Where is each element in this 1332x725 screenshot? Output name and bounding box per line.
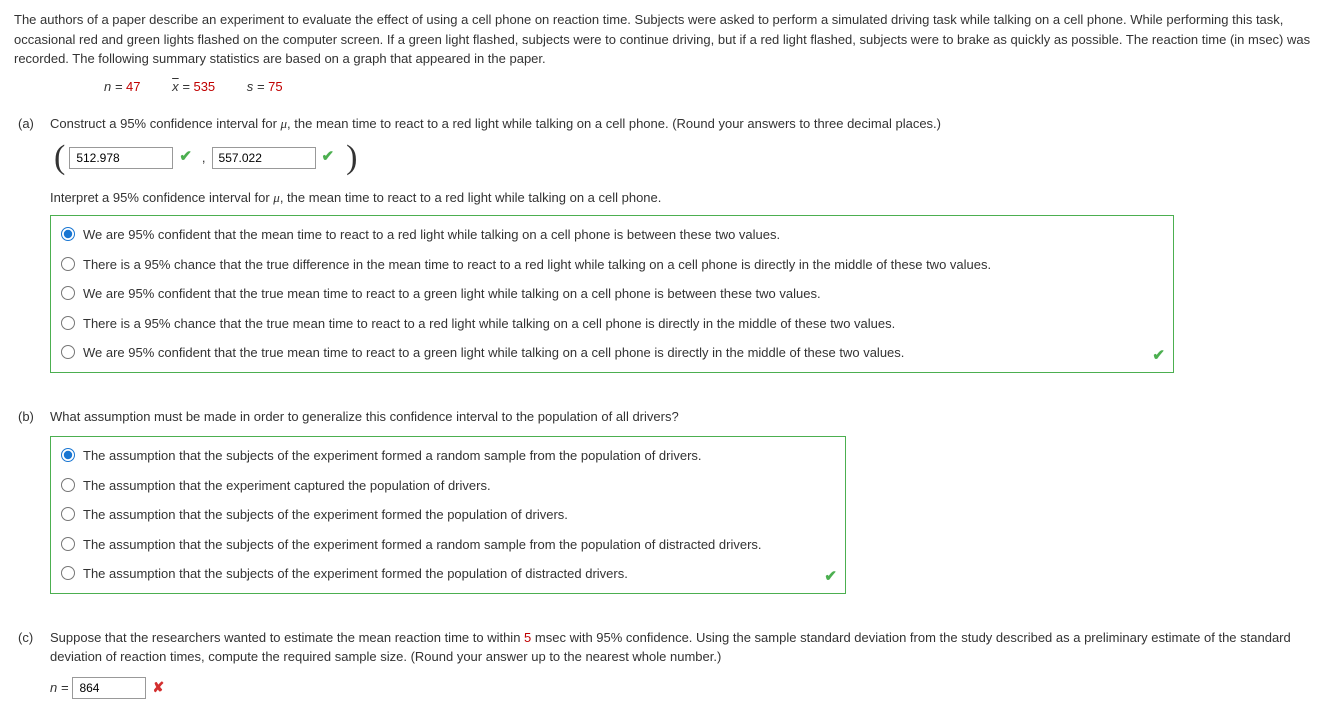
part-c-question: Suppose that the researchers wanted to e… — [50, 628, 1318, 667]
option-text: We are 95% confident that the true mean … — [83, 343, 1165, 363]
choice-row[interactable]: The assumption that the subjects of the … — [59, 530, 837, 560]
choice-row[interactable]: We are 95% confident that the true mean … — [59, 338, 1165, 368]
option-text: We are 95% confident that the mean time … — [83, 225, 1165, 245]
check-icon: ✔ — [179, 146, 192, 169]
option-text: The assumption that the experiment captu… — [83, 476, 837, 496]
summary-stats: n = 47 x = 535 s = 75 — [104, 77, 1318, 97]
radio-a-4[interactable] — [61, 345, 75, 359]
part-c-label: (c) — [14, 628, 50, 715]
ci-lower-input[interactable] — [69, 147, 173, 169]
intro-text: The authors of a paper describe an exper… — [14, 10, 1318, 69]
part-b-question: What assumption must be made in order to… — [50, 407, 1318, 427]
option-text: The assumption that the subjects of the … — [83, 446, 837, 466]
choice-row[interactable]: The assumption that the subjects of the … — [59, 500, 837, 530]
part-a-label: (a) — [14, 114, 50, 373]
option-text: There is a 95% chance that the true mean… — [83, 314, 1165, 334]
n-value: 47 — [126, 79, 140, 94]
choice-row[interactable]: We are 95% confident that the true mean … — [59, 279, 1165, 309]
radio-a-1[interactable] — [61, 257, 75, 271]
part-b-label: (b) — [14, 407, 50, 594]
n-equals-label: n = — [50, 678, 68, 698]
radio-a-0[interactable] — [61, 227, 75, 241]
choice-row[interactable]: The assumption that the subjects of the … — [59, 559, 837, 589]
part-b: (b) What assumption must be made in orde… — [14, 407, 1318, 594]
option-text: The assumption that the subjects of the … — [83, 505, 837, 525]
sample-size-input[interactable] — [72, 677, 146, 699]
option-text: There is a 95% chance that the true diff… — [83, 255, 1165, 275]
xbar-value: 535 — [193, 79, 215, 94]
n-label: n = — [104, 79, 126, 94]
part-c: (c) Suppose that the researchers wanted … — [14, 628, 1318, 715]
check-icon: ✔ — [322, 146, 335, 169]
radio-b-1[interactable] — [61, 478, 75, 492]
choice-row[interactable]: The assumption that the subjects of the … — [59, 441, 837, 471]
choice-row[interactable]: There is a 95% chance that the true diff… — [59, 250, 1165, 280]
choice-row[interactable]: There is a 95% chance that the true mean… — [59, 309, 1165, 339]
radio-b-2[interactable] — [61, 507, 75, 521]
part-a: (a) Construct a 95% confidence interval … — [14, 114, 1318, 373]
radio-a-2[interactable] — [61, 286, 75, 300]
s-label: s = — [247, 79, 268, 94]
paren-right-icon: ) — [346, 144, 357, 172]
check-icon: ✔ — [824, 566, 837, 589]
ci-upper-input[interactable] — [212, 147, 316, 169]
part-c-answer: n = ✘ — [50, 677, 1318, 699]
x-icon: ✘ — [152, 677, 164, 698]
option-text: We are 95% confident that the true mean … — [83, 284, 1165, 304]
choice-row[interactable]: We are 95% confident that the mean time … — [59, 220, 1165, 250]
part-b-choices: The assumption that the subjects of the … — [50, 436, 846, 594]
s-value: 75 — [268, 79, 282, 94]
ci-answer-row: ( ✔ , ✔ ) — [50, 144, 1318, 172]
option-text: The assumption that the subjects of the … — [83, 564, 837, 584]
part-a-choices: We are 95% confident that the mean time … — [50, 215, 1174, 373]
check-icon: ✔ — [1152, 345, 1165, 368]
radio-b-3[interactable] — [61, 537, 75, 551]
radio-b-4[interactable] — [61, 566, 75, 580]
paren-left-icon: ( — [54, 144, 65, 172]
option-text: The assumption that the subjects of the … — [83, 535, 837, 555]
part-a-interpret: Interpret a 95% confidence interval for … — [50, 188, 1318, 208]
radio-b-0[interactable] — [61, 448, 75, 462]
part-a-question: Construct a 95% confidence interval for … — [50, 114, 1318, 134]
radio-a-3[interactable] — [61, 316, 75, 330]
choice-row[interactable]: The assumption that the experiment captu… — [59, 471, 837, 501]
